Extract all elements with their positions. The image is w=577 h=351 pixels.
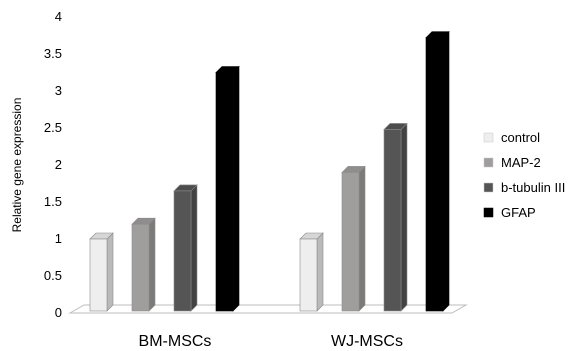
- legend-label: control: [501, 130, 540, 145]
- chart-floor: [68, 304, 468, 314]
- legend-label: MAP-2: [501, 155, 541, 170]
- y-tick-label: 3.5: [44, 46, 62, 61]
- bar-b-tubulin-iii-bm-mscs: [173, 184, 198, 312]
- legend-swatch: [483, 182, 494, 193]
- y-tick-label: 3: [55, 83, 62, 98]
- category-label: BM-MSCs: [139, 333, 212, 350]
- y-tick-label: 1: [55, 231, 62, 246]
- legend: control MAP-2 b-tubulin III GFAP: [483, 130, 565, 220]
- bar-gfap-bm-mscs: [215, 65, 240, 312]
- bars: [89, 30, 450, 312]
- y-tick-label: 2.5: [44, 120, 62, 135]
- category-labels: BM-MSCs WJ-MSCs: [139, 333, 403, 350]
- legend-label: GFAP: [501, 205, 536, 220]
- bar-map-2-wj-mscs: [341, 165, 366, 312]
- y-tick-label: 0.5: [44, 268, 62, 283]
- y-axis: 0 0.5 1 1.5 2 2.5 3 3.5 4: [44, 9, 62, 320]
- y-tick-label: 4: [55, 9, 62, 24]
- bar-map-2-bm-mscs: [131, 217, 156, 312]
- y-tick-label: 0: [55, 305, 62, 320]
- category-label: WJ-MSCs: [331, 333, 403, 350]
- floor-plane: [68, 304, 468, 314]
- y-axis-title: Relative gene expression: [10, 98, 24, 233]
- legend-label: b-tubulin III: [501, 180, 565, 195]
- legend-swatch: [483, 132, 494, 143]
- legend-swatch: [483, 157, 494, 168]
- legend-swatch: [483, 207, 494, 218]
- bar-control-wj-mscs: [299, 232, 324, 312]
- y-tick-label: 1.5: [44, 194, 62, 209]
- y-tick-label: 2: [55, 157, 62, 172]
- bar-b-tubulin-iii-wj-mscs: [383, 122, 408, 312]
- bar-control-bm-mscs: [89, 232, 114, 312]
- bar-gfap-wj-mscs: [425, 30, 450, 312]
